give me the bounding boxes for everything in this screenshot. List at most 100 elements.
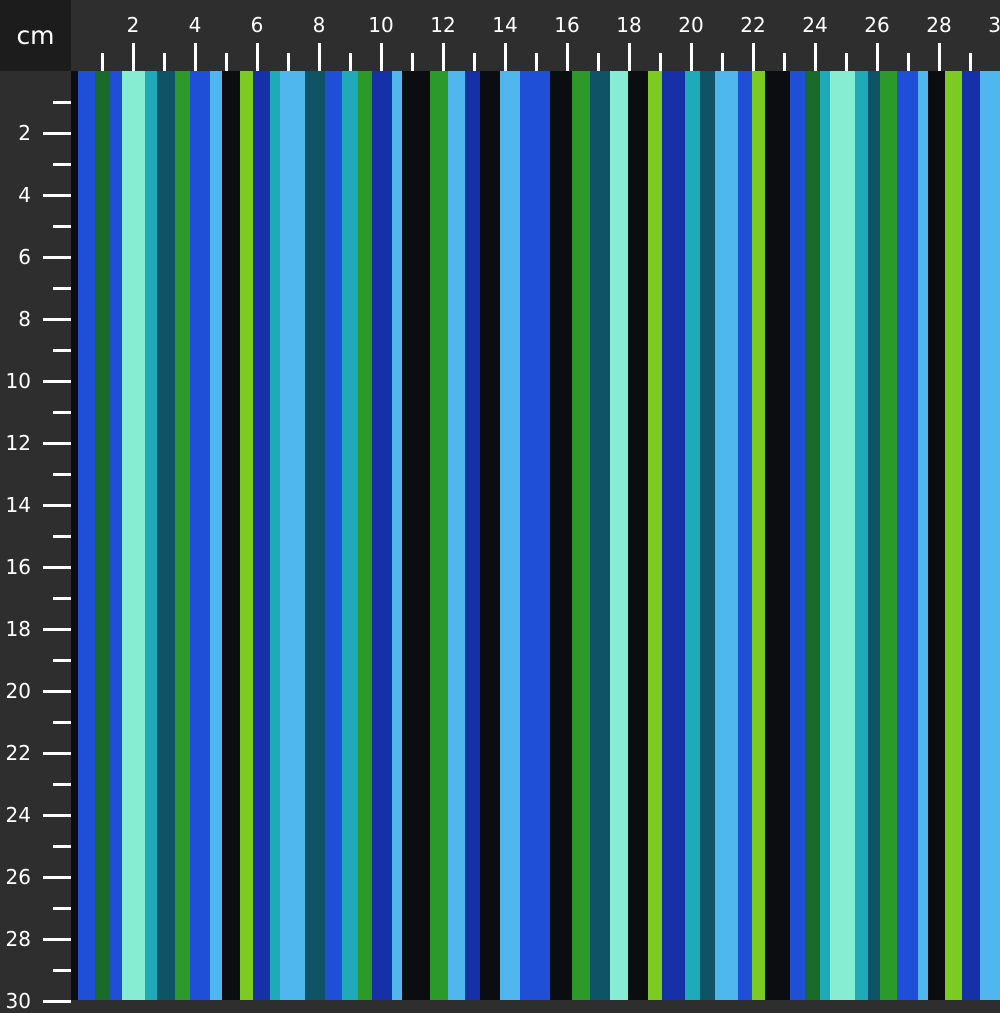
stripe	[358, 71, 373, 1000]
stripe	[550, 71, 573, 1000]
major-tick	[318, 43, 321, 71]
major-tick	[43, 132, 71, 135]
left-ruler-label: 6	[18, 247, 31, 267]
top-ruler-label: 2	[127, 15, 140, 35]
major-tick	[876, 43, 879, 71]
stripe	[78, 71, 96, 1000]
minor-tick	[53, 411, 71, 414]
minor-tick	[411, 53, 414, 71]
fabric-swatch	[71, 71, 1000, 1000]
stripe	[342, 71, 359, 1000]
stripe	[372, 71, 393, 1000]
top-ruler-label: 18	[616, 15, 641, 35]
left-ruler-label: 20	[6, 681, 31, 701]
unit-label: cm	[0, 0, 71, 71]
stripe	[430, 71, 449, 1000]
stripe	[738, 71, 753, 1000]
minor-tick	[53, 163, 71, 166]
major-tick	[43, 876, 71, 879]
left-ruler-label: 4	[18, 185, 31, 205]
minor-tick	[53, 473, 71, 476]
stripe	[465, 71, 481, 1000]
minor-tick	[535, 53, 538, 71]
minor-tick	[597, 53, 600, 71]
stripe	[715, 71, 739, 1000]
top-ruler-label: 28	[926, 15, 951, 35]
minor-tick	[349, 53, 352, 71]
minor-tick	[845, 53, 848, 71]
major-tick	[43, 504, 71, 507]
minor-tick	[53, 783, 71, 786]
major-tick	[43, 380, 71, 383]
major-tick	[43, 566, 71, 569]
stripe	[945, 71, 963, 1000]
major-tick	[504, 43, 507, 71]
stripe	[765, 71, 791, 1000]
major-tick	[814, 43, 817, 71]
stripe	[325, 71, 343, 1000]
stripe	[980, 71, 1000, 1000]
stripe	[402, 71, 431, 1000]
top-ruler-label: 14	[492, 15, 517, 35]
stripe	[897, 71, 919, 1000]
stripe	[122, 71, 146, 1000]
left-ruler-label: 30	[6, 991, 31, 1011]
minor-tick	[53, 969, 71, 972]
minor-tick	[53, 349, 71, 352]
minor-tick	[53, 101, 71, 104]
minor-tick	[659, 53, 662, 71]
top-ruler-label: 4	[189, 15, 202, 35]
minor-tick	[53, 225, 71, 228]
left-ruler-label: 8	[18, 309, 31, 329]
minor-tick	[53, 907, 71, 910]
major-tick	[628, 43, 631, 71]
left-ruler-label: 16	[6, 557, 31, 577]
stripe	[222, 71, 241, 1000]
stripe	[855, 71, 869, 1000]
stripe	[500, 71, 521, 1000]
stripe	[752, 71, 766, 1000]
stripe	[610, 71, 629, 1000]
minor-tick	[53, 659, 71, 662]
major-tick	[43, 318, 71, 321]
top-ruler-label: 26	[864, 15, 889, 35]
minor-tick	[101, 53, 104, 71]
stripe	[305, 71, 326, 1000]
major-tick	[43, 938, 71, 941]
minor-tick	[53, 721, 71, 724]
minor-tick	[473, 53, 476, 71]
top-ruler-label: 20	[678, 15, 703, 35]
left-ruler-label: 10	[6, 371, 31, 391]
major-tick	[380, 43, 383, 71]
minor-tick	[287, 53, 290, 71]
major-tick	[43, 256, 71, 259]
minor-tick	[783, 53, 786, 71]
stripe	[253, 71, 271, 1000]
top-ruler-label: 10	[368, 15, 393, 35]
major-tick	[442, 43, 445, 71]
major-tick	[43, 628, 71, 631]
stripe	[805, 71, 821, 1000]
minor-tick	[969, 53, 972, 71]
stripe	[175, 71, 191, 1000]
major-tick	[194, 43, 197, 71]
major-tick	[566, 43, 569, 71]
minor-tick	[53, 845, 71, 848]
stripe	[520, 71, 551, 1000]
stripe	[928, 71, 946, 1000]
minor-tick	[721, 53, 724, 71]
minor-tick	[53, 597, 71, 600]
top-ruler-label: 6	[251, 15, 264, 35]
stripe	[790, 71, 806, 1000]
minor-tick	[163, 53, 166, 71]
minor-tick	[53, 535, 71, 538]
stripe	[480, 71, 501, 1000]
major-tick	[43, 442, 71, 445]
stripe	[662, 71, 686, 1000]
top-ruler-label: 22	[740, 15, 765, 35]
stripe	[880, 71, 898, 1000]
left-ruler-label: 22	[6, 743, 31, 763]
stripe	[448, 71, 466, 1000]
stripe	[962, 71, 981, 1000]
